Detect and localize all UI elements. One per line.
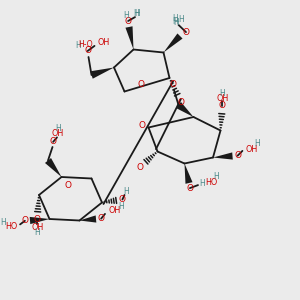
Text: O: O: [234, 151, 241, 160]
Text: H: H: [178, 15, 184, 24]
Polygon shape: [30, 217, 50, 224]
Text: H-O: H-O: [78, 40, 93, 49]
Text: H: H: [254, 140, 260, 148]
Text: H: H: [213, 172, 219, 181]
Text: O: O: [136, 164, 144, 172]
Text: O: O: [119, 195, 126, 204]
Text: H: H: [55, 124, 61, 133]
Text: O: O: [169, 80, 177, 89]
Text: H: H: [75, 40, 81, 50]
Polygon shape: [164, 34, 182, 52]
Polygon shape: [176, 102, 194, 117]
Text: OH: OH: [109, 206, 121, 215]
Text: O: O: [219, 101, 226, 110]
Polygon shape: [184, 164, 193, 184]
Text: O: O: [186, 184, 194, 193]
Text: O: O: [84, 46, 91, 56]
Polygon shape: [80, 215, 96, 223]
Text: HO: HO: [205, 178, 217, 187]
Text: H: H: [123, 11, 129, 20]
Text: H: H: [134, 9, 140, 18]
Text: O: O: [98, 214, 105, 223]
Polygon shape: [125, 26, 134, 50]
Text: H: H: [34, 228, 40, 237]
Text: H: H: [172, 14, 178, 23]
Text: O: O: [50, 137, 57, 146]
Text: OH: OH: [216, 94, 228, 103]
Text: HO: HO: [5, 222, 17, 231]
Text: H: H: [199, 178, 205, 188]
Text: OH: OH: [31, 223, 43, 232]
Text: H: H: [134, 9, 140, 18]
Text: O: O: [182, 28, 190, 37]
Text: H: H: [172, 17, 178, 26]
Text: O: O: [21, 216, 28, 225]
Text: H: H: [118, 202, 124, 211]
Polygon shape: [45, 158, 62, 177]
Polygon shape: [213, 152, 233, 160]
Text: H: H: [219, 88, 225, 98]
Text: OH: OH: [98, 38, 110, 47]
Text: O: O: [137, 80, 145, 89]
Text: O: O: [124, 16, 132, 26]
Text: O: O: [34, 215, 41, 224]
Text: H: H: [173, 18, 179, 27]
Text: OH: OH: [245, 145, 258, 154]
Text: O: O: [138, 122, 146, 130]
Text: H: H: [0, 218, 6, 227]
Text: O: O: [177, 98, 184, 107]
Text: OH: OH: [52, 129, 64, 138]
Text: H: H: [124, 188, 130, 196]
Polygon shape: [90, 68, 114, 79]
Text: O: O: [65, 181, 72, 190]
